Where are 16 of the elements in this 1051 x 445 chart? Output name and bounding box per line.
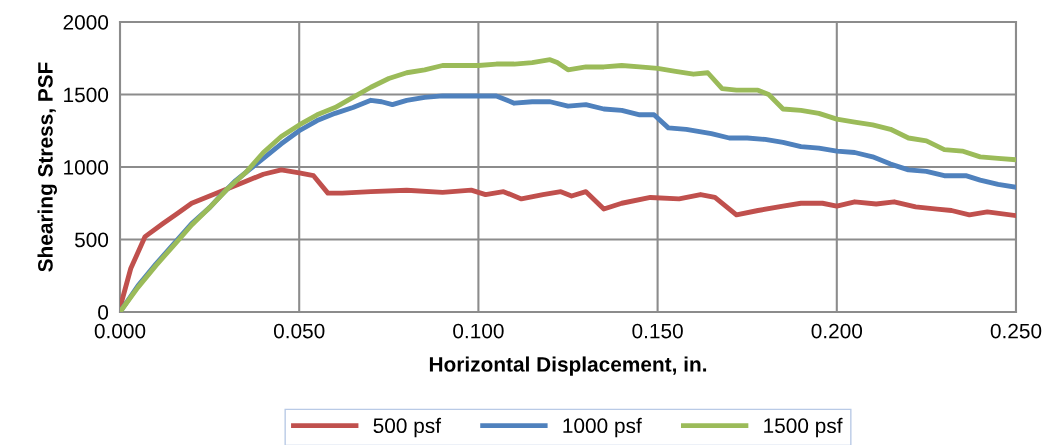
legend-label: 500 psf	[373, 417, 442, 438]
x-tick-label: 0.050	[273, 323, 325, 339]
x-tick-label: 0.100	[453, 323, 504, 339]
x-tick-label: 0.150	[632, 323, 683, 339]
legend-label: 1500 psf	[764, 417, 843, 438]
y-tick-label: 500	[74, 232, 109, 248]
y-tick-label: 1500	[64, 87, 109, 103]
y-tick-label: 2000	[63, 15, 109, 30]
y-tick-label: 0	[98, 305, 109, 320]
legend-label: 1000 psf	[563, 417, 642, 438]
y-axis-title: Shearing Stress, PSF	[37, 62, 57, 272]
x-tick-label: 0.000	[94, 323, 146, 339]
x-axis-title: Horizontal Displacement, in.	[429, 356, 707, 376]
x-tick-label: 0.200	[811, 323, 863, 339]
x-tick-label: 0.250	[990, 323, 1042, 339]
y-tick-label: 1000	[64, 160, 109, 175]
